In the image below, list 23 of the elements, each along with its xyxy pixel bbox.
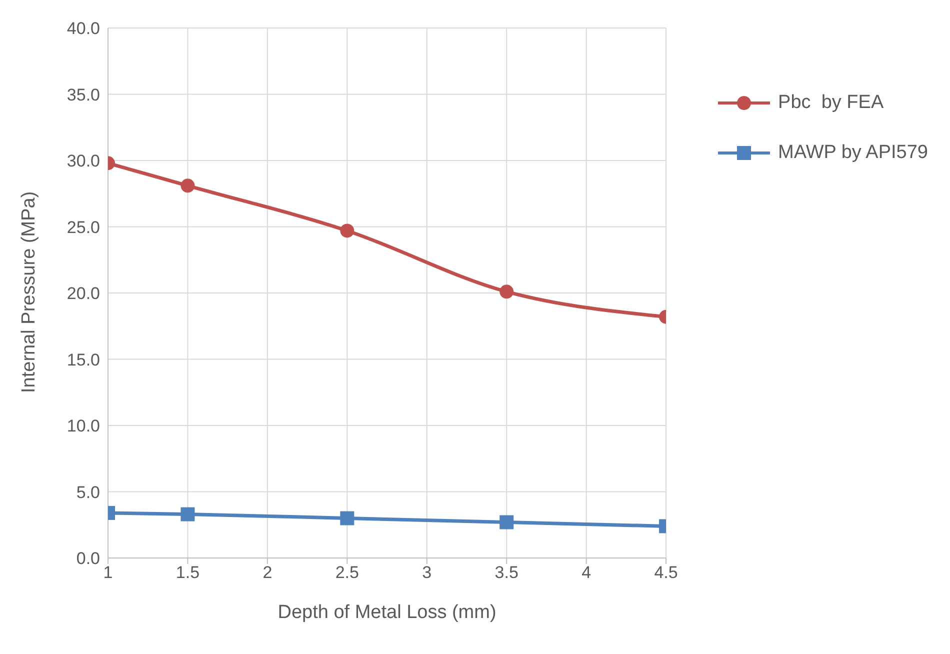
x-tick-label: 1 — [103, 563, 113, 582]
x-tick-label: 2 — [262, 563, 272, 582]
x-tick-label: 4 — [582, 563, 592, 582]
x-tick-label: 3 — [422, 563, 432, 582]
y-tick-label: 35.0 — [66, 85, 100, 104]
y-tick-label: 25.0 — [66, 218, 100, 237]
legend-label: Pbc by FEA — [778, 91, 884, 115]
y-tick-label: 40.0 — [66, 19, 100, 38]
legend-label: MAWP by API579 — [778, 141, 928, 165]
x-axis-title: Depth of Metal Loss (mm) — [278, 602, 496, 623]
x-tick-label: 2.5 — [335, 563, 359, 582]
x-tick-label: 3.5 — [494, 563, 518, 582]
point — [340, 224, 354, 238]
y-tick-label: 30.0 — [66, 152, 100, 171]
point — [340, 511, 354, 526]
y-tick-label: 15.0 — [66, 350, 100, 370]
y-tick-label: 20.0 — [66, 284, 100, 304]
y-tick-label: 5.0 — [76, 482, 100, 502]
y-tick-label: 0.0 — [76, 549, 100, 568]
y-tick-label: 10.0 — [66, 416, 100, 436]
x-tick-label: 1.5 — [176, 563, 200, 582]
x-tick-label: 4.5 — [654, 563, 678, 582]
y-axis-title: Internal Pressure (MPa) — [18, 191, 40, 393]
